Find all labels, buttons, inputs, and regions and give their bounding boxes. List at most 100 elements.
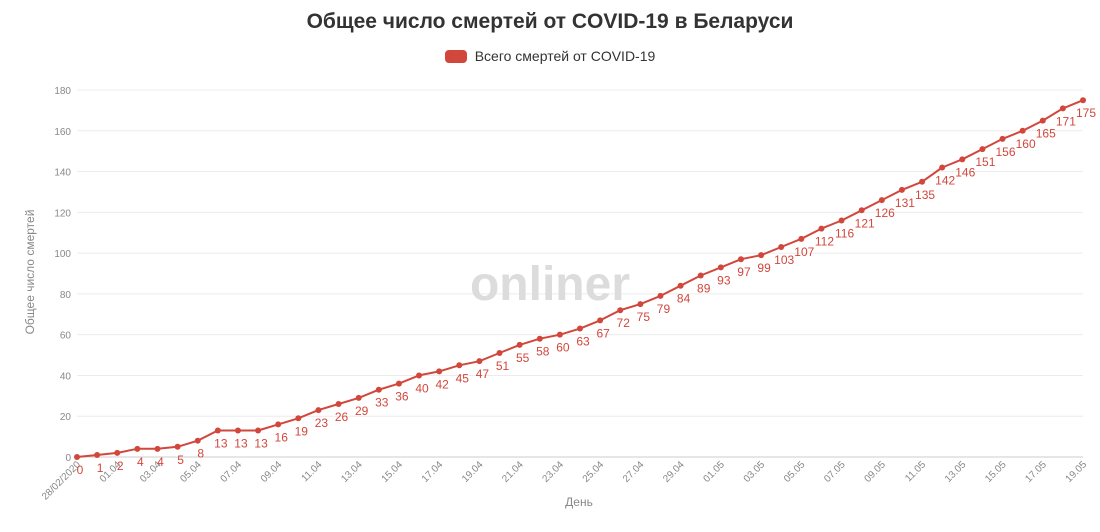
data-point[interactable] xyxy=(617,307,624,314)
data-point[interactable] xyxy=(979,146,986,153)
data-point[interactable] xyxy=(416,372,423,379)
data-point[interactable] xyxy=(194,437,201,444)
data-label: 60 xyxy=(556,341,570,355)
data-point[interactable] xyxy=(939,164,946,171)
data-label: 29 xyxy=(355,404,369,418)
data-point[interactable] xyxy=(1019,127,1026,134)
x-tick-label: 11.04 xyxy=(300,459,325,484)
data-point[interactable] xyxy=(577,325,583,332)
data-point[interactable] xyxy=(315,407,322,414)
data-label: 47 xyxy=(476,367,490,381)
data-point[interactable] xyxy=(255,427,262,434)
data-point[interactable] xyxy=(1059,105,1066,112)
data-label: 146 xyxy=(955,165,975,179)
data-label: 4 xyxy=(157,455,164,469)
x-tick-label: 25.04 xyxy=(581,459,607,485)
data-label: 55 xyxy=(516,351,530,365)
data-point[interactable] xyxy=(214,427,221,434)
data-point[interactable] xyxy=(919,178,926,185)
data-label: 116 xyxy=(835,226,854,240)
data-point[interactable] xyxy=(154,445,161,452)
data-point[interactable] xyxy=(818,225,825,232)
data-point[interactable] xyxy=(395,380,402,387)
x-tick-label: 17.04 xyxy=(420,459,446,485)
data-point[interactable] xyxy=(94,451,101,458)
data-label: 5 xyxy=(177,453,184,467)
data-point[interactable] xyxy=(1080,97,1086,104)
data-label: 97 xyxy=(737,265,751,279)
data-point[interactable] xyxy=(717,264,724,271)
data-label: 4 xyxy=(137,455,144,469)
data-point[interactable] xyxy=(114,449,121,456)
data-point[interactable] xyxy=(556,331,563,338)
data-label: 75 xyxy=(637,310,651,324)
data-label: 13 xyxy=(254,436,268,450)
data-point[interactable] xyxy=(134,445,141,452)
data-label: 42 xyxy=(435,377,449,391)
data-point[interactable] xyxy=(858,207,865,214)
data-label: 93 xyxy=(717,273,731,287)
data-point[interactable] xyxy=(335,400,342,407)
data-point[interactable] xyxy=(778,243,785,250)
data-label: 26 xyxy=(335,410,349,424)
data-label: 165 xyxy=(1036,127,1056,141)
y-tick-label: 40 xyxy=(60,371,72,382)
x-tick-label: 07.04 xyxy=(219,459,245,485)
data-point[interactable] xyxy=(375,386,382,393)
data-label: 13 xyxy=(234,436,248,450)
data-point[interactable] xyxy=(959,156,966,163)
data-point[interactable] xyxy=(898,186,905,193)
data-point[interactable] xyxy=(737,256,744,263)
data-point[interactable] xyxy=(838,217,845,224)
data-label: 33 xyxy=(375,396,389,410)
data-label: 131 xyxy=(895,196,915,210)
data-point[interactable] xyxy=(798,235,805,242)
data-point[interactable] xyxy=(677,282,684,289)
legend-swatch xyxy=(444,49,467,63)
data-point[interactable] xyxy=(516,341,523,348)
data-point[interactable] xyxy=(758,252,765,259)
data-label: 72 xyxy=(617,316,631,330)
y-tick-label: 60 xyxy=(60,331,72,342)
data-point[interactable] xyxy=(1039,117,1046,124)
data-label: 63 xyxy=(576,335,590,349)
data-label: 160 xyxy=(1016,137,1036,151)
y-tick-label: 80 xyxy=(60,290,72,301)
data-point[interactable] xyxy=(476,358,483,365)
data-label: 51 xyxy=(496,359,510,373)
x-tick-label: 15.04 xyxy=(380,459,406,485)
data-label: 112 xyxy=(815,235,834,249)
x-tick-label: 21.04 xyxy=(500,459,526,485)
x-tick-label: 13.05 xyxy=(943,459,969,485)
x-tick-label: 09.05 xyxy=(862,459,888,485)
x-tick-label: 15.05 xyxy=(983,459,1009,485)
y-tick-label: 160 xyxy=(54,127,71,138)
data-point[interactable] xyxy=(456,362,463,369)
data-point[interactable] xyxy=(295,415,302,422)
x-tick-label: 23.04 xyxy=(541,459,567,485)
chart-title: Общее число смертей от COVID-19 в Белару… xyxy=(306,10,794,33)
x-tick-label: 11.05 xyxy=(903,459,928,484)
data-point[interactable] xyxy=(597,317,604,324)
data-label: 40 xyxy=(415,381,429,395)
data-label: 58 xyxy=(536,345,550,359)
data-point[interactable] xyxy=(174,443,181,450)
data-point[interactable] xyxy=(536,335,543,342)
data-point[interactable] xyxy=(657,292,664,299)
data-point[interactable] xyxy=(355,394,362,401)
legend[interactable]: Всего смертей от COVID-19 xyxy=(0,48,1100,64)
data-label: 67 xyxy=(596,326,610,340)
data-point[interactable] xyxy=(275,421,282,428)
data-label: 13 xyxy=(214,436,228,450)
data-point[interactable] xyxy=(999,135,1006,142)
data-point[interactable] xyxy=(697,272,704,279)
data-point[interactable] xyxy=(234,427,241,434)
data-point[interactable] xyxy=(74,454,80,460)
watermark: onliner xyxy=(470,258,630,311)
data-point[interactable] xyxy=(496,350,503,357)
data-label: 16 xyxy=(275,430,289,444)
data-point[interactable] xyxy=(637,301,644,308)
data-point[interactable] xyxy=(436,368,443,375)
data-point[interactable] xyxy=(878,197,885,204)
